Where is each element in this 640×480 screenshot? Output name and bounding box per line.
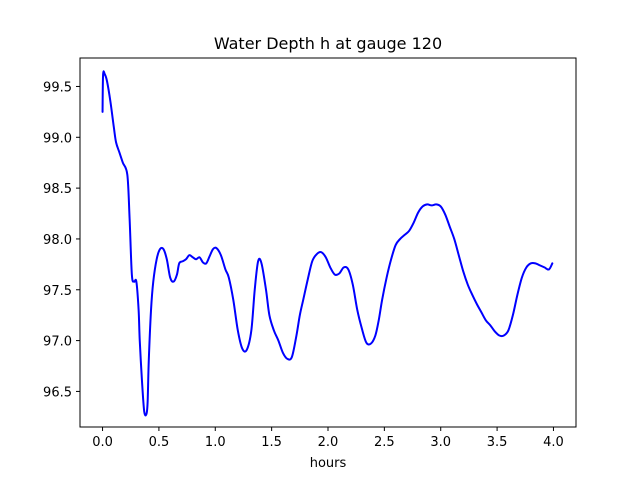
x-tick-label: 2.0 <box>318 435 339 450</box>
chart-title: Water Depth h at gauge 120 <box>214 34 442 53</box>
y-tick-label: 98.0 <box>43 233 72 248</box>
x-axis: 0.0 0.5 1.0 1.5 2.0 2.5 3.0 3.5 4.0 <box>92 427 564 450</box>
y-tick-label: 97.5 <box>43 284 72 299</box>
plot-frame <box>79 57 577 428</box>
x-tick-label: 3.5 <box>487 435 508 450</box>
y-tick-label: 97.0 <box>43 335 72 350</box>
y-tick-label: 98.5 <box>43 182 72 197</box>
x-tick-label: 0.0 <box>92 435 113 450</box>
x-tick-label: 4.0 <box>543 435 564 450</box>
x-tick-label: 3.0 <box>430 435 451 450</box>
x-tick-label: 1.5 <box>261 435 282 450</box>
series-line <box>101 70 554 417</box>
y-axis: 96.5 97.0 97.5 98.0 98.5 99.0 99.5 <box>43 80 80 400</box>
x-tick-label: 0.5 <box>149 435 170 450</box>
y-tick-label: 96.5 <box>43 385 72 400</box>
y-tick-label: 99.5 <box>43 80 72 95</box>
x-axis-label: hours <box>310 456 347 471</box>
plot-area: 0.0 0.5 1.0 1.5 2.0 2.5 3.0 3.5 4.0 96.5 97.0 97.5… <box>43 57 577 450</box>
y-tick-label: 99.0 <box>43 131 72 146</box>
x-tick-label: 1.0 <box>205 435 226 450</box>
x-tick-label: 2.5 <box>374 435 395 450</box>
